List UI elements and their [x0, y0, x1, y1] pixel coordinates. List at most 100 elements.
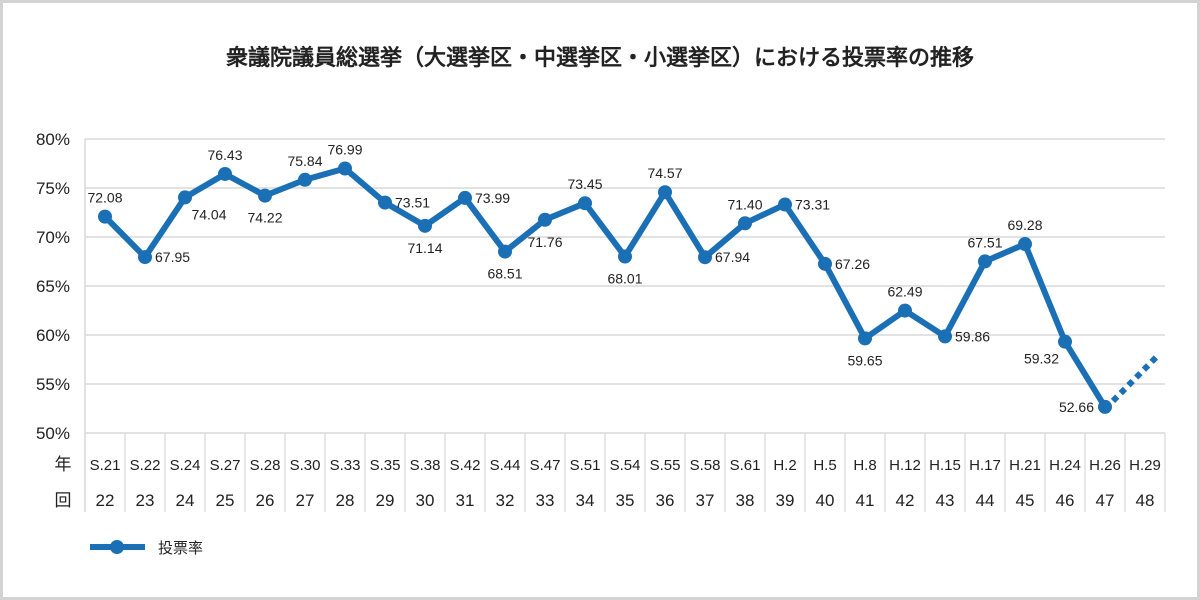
- x-session-label: 45: [1016, 491, 1035, 510]
- y-tick-label: 50%: [36, 424, 70, 443]
- x-session-label: 34: [576, 491, 595, 510]
- data-point-marker: [938, 329, 952, 344]
- data-label: 59.86: [955, 328, 990, 344]
- x-year-label: H.5: [813, 457, 836, 474]
- x-session-label: 42: [896, 491, 915, 510]
- x-year-label: S.38: [410, 457, 441, 474]
- x-year-label: S.24: [170, 457, 201, 474]
- data-point-marker: [538, 212, 552, 227]
- data-label: 67.51: [967, 234, 1002, 250]
- data-label: 75.84: [287, 153, 322, 169]
- data-label: 62.49: [887, 284, 922, 300]
- data-point-marker: [778, 197, 792, 212]
- data-point-marker: [218, 166, 232, 181]
- data-point-marker: [338, 161, 352, 176]
- x-session-label: 41: [856, 491, 875, 510]
- data-label: 73.45: [567, 176, 602, 192]
- x-year-label: S.22: [130, 457, 161, 474]
- data-point-marker: [1058, 334, 1072, 349]
- data-label: 74.22: [247, 210, 282, 226]
- x-axis-row-headers: 年 回: [55, 455, 72, 511]
- x-session-label: 39: [776, 491, 795, 510]
- data-point-marker: [978, 254, 992, 269]
- data-point-marker: [1098, 399, 1112, 414]
- year-row-header: 年: [55, 455, 72, 475]
- x-year-label: S.35: [370, 457, 401, 474]
- y-tick-label: 75%: [36, 179, 70, 198]
- data-label: 68.51: [487, 266, 522, 282]
- x-session-label: 29: [376, 491, 395, 510]
- data-label: 73.31: [795, 197, 830, 213]
- data-point-marker: [698, 250, 712, 265]
- x-session-label: 37: [696, 491, 715, 510]
- x-year-label: S.27: [210, 457, 241, 474]
- x-session-label: 44: [976, 491, 995, 510]
- data-point-marker: [378, 195, 392, 210]
- legend: 投票率: [90, 539, 203, 557]
- projection-dotted-line: [1110, 353, 1160, 404]
- x-year-label: S.28: [250, 457, 281, 474]
- x-year-label: S.33: [330, 457, 361, 474]
- data-label: 72.08: [87, 190, 122, 206]
- x-year-label: S.51: [570, 457, 601, 474]
- x-year-label: H.24: [1049, 457, 1081, 474]
- x-session-label: 23: [136, 491, 155, 510]
- x-year-label: S.47: [530, 457, 561, 474]
- data-label: 73.99: [475, 190, 510, 206]
- x-session-label: 43: [936, 491, 955, 510]
- x-year-label: H.29: [1129, 457, 1161, 474]
- x-session-label: 38: [736, 491, 755, 510]
- x-year-label: H.26: [1089, 457, 1121, 474]
- x-year-label: H.8: [853, 457, 876, 474]
- data-label: 71.40: [727, 196, 762, 212]
- x-year-label: H.15: [929, 457, 961, 474]
- data-label: 71.14: [407, 240, 442, 256]
- y-tick-label: 70%: [36, 228, 70, 247]
- x-session-label: 22: [96, 491, 115, 510]
- x-year-label: S.61: [730, 457, 761, 474]
- data-point-marker: [858, 331, 872, 346]
- data-point-marker: [578, 196, 592, 211]
- x-year-label: S.44: [490, 457, 521, 474]
- data-label: 74.57: [647, 165, 682, 181]
- x-session-label: 30: [416, 491, 435, 510]
- data-point-marker: [138, 250, 152, 265]
- x-session-label: 24: [176, 491, 195, 510]
- y-tick-label: 55%: [36, 375, 70, 394]
- x-year-label: H.12: [889, 457, 921, 474]
- x-session-label: 47: [1096, 491, 1115, 510]
- y-axis-ticks: 80% 75% 70% 65% 60% 55% 50%: [36, 130, 70, 443]
- legend-marker-icon: [110, 540, 124, 554]
- data-point-marker: [418, 218, 432, 233]
- data-point-marker: [658, 185, 672, 200]
- chart-title: 衆議院議員総選挙（大選挙区・中選挙区・小選挙区）における投票率の推移: [225, 46, 974, 71]
- data-label: 59.65: [847, 352, 882, 368]
- x-session-label: 46: [1056, 491, 1075, 510]
- x-year-label: H.21: [1009, 457, 1041, 474]
- x-session-label: 48: [1136, 491, 1155, 510]
- data-point-marker: [498, 244, 512, 259]
- x-year-label: S.21: [90, 457, 121, 474]
- x-session-label: 28: [336, 491, 355, 510]
- data-label: 67.95: [155, 249, 190, 265]
- data-label: 76.99: [327, 141, 362, 157]
- data-label: 52.66: [1059, 399, 1094, 415]
- x-session-label: 26: [256, 491, 275, 510]
- x-year-label: H.2: [773, 457, 796, 474]
- y-tick-label: 60%: [36, 326, 70, 345]
- data-point-marker: [178, 190, 192, 205]
- data-point-marker: [898, 303, 912, 318]
- legend-label: 投票率: [158, 539, 203, 557]
- y-tick-label: 80%: [36, 130, 70, 149]
- data-point-marker: [618, 249, 632, 264]
- gridlines: [84, 138, 1165, 512]
- data-label: 67.94: [715, 249, 750, 265]
- data-label: 67.26: [835, 256, 870, 272]
- data-point-marker: [458, 190, 472, 205]
- x-session-label: 33: [536, 491, 555, 510]
- x-session-label: 25: [216, 491, 235, 510]
- data-label: 68.01: [607, 271, 642, 287]
- x-axis-table: S.21 22 S.22 23 S.24 24 S.27 25 S.28 26 S.30 27 S.33…: [84, 433, 1166, 512]
- turnout-series: [98, 161, 1160, 414]
- data-point-marker: [98, 209, 112, 224]
